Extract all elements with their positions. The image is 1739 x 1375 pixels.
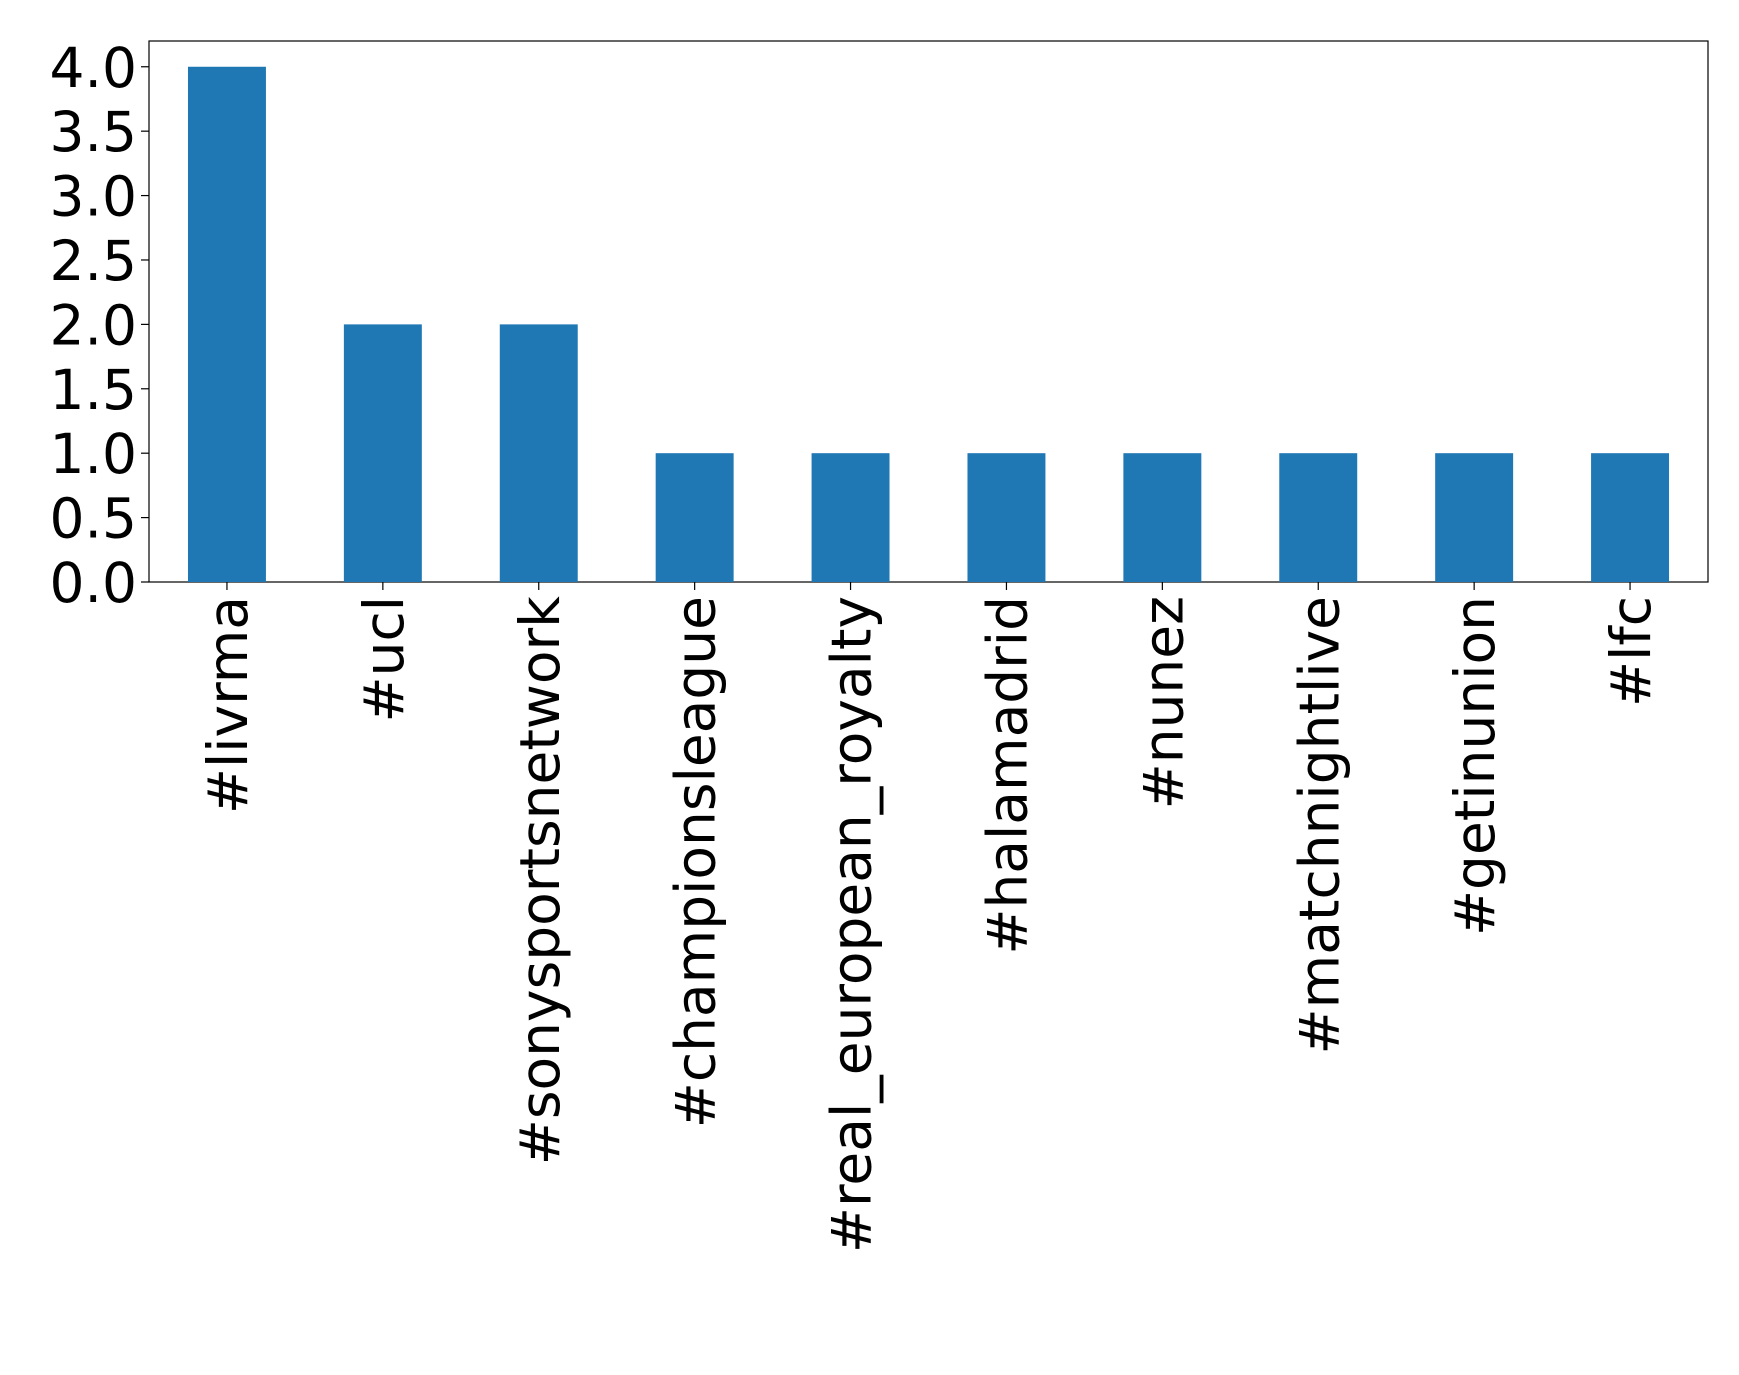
x-tick-label: #sonysportsnetwork [508,596,572,1165]
bar [1279,453,1358,582]
y-tick-label: 0.5 [50,487,137,551]
x-tick-label: #getinunion [1443,596,1507,936]
x-tick-label: #matchnightlive [1287,596,1351,1054]
bar [811,453,890,582]
x-tick-label: #nunez [1131,596,1195,809]
plot-frame [148,40,1709,583]
y-tick-label: 2.5 [50,229,137,293]
bar [1123,453,1202,582]
x-tick-label: #lfc [1599,596,1663,707]
bar [1591,453,1670,582]
y-tick-label: 1.5 [50,358,137,422]
bar [187,66,266,582]
x-tick-label: #halamadrid [975,596,1039,955]
x-tick-label: #championsleague [664,596,728,1128]
y-tick-label: 3.5 [50,100,137,164]
bar [967,453,1046,582]
y-tick-label: 4.0 [50,36,137,100]
bar [655,453,734,582]
y-tick-label: 0.0 [50,551,137,615]
bar [343,324,422,582]
x-tick-label: #ucl [352,596,416,722]
x-tick-label: #livrma [196,596,260,814]
y-tick-label: 1.0 [50,422,137,486]
bar [499,324,578,582]
x-tick-label: #real_european_royalty [820,596,884,1253]
y-tick-label: 3.0 [50,165,137,229]
bar [1435,453,1514,582]
y-tick-label: 2.0 [50,293,137,357]
